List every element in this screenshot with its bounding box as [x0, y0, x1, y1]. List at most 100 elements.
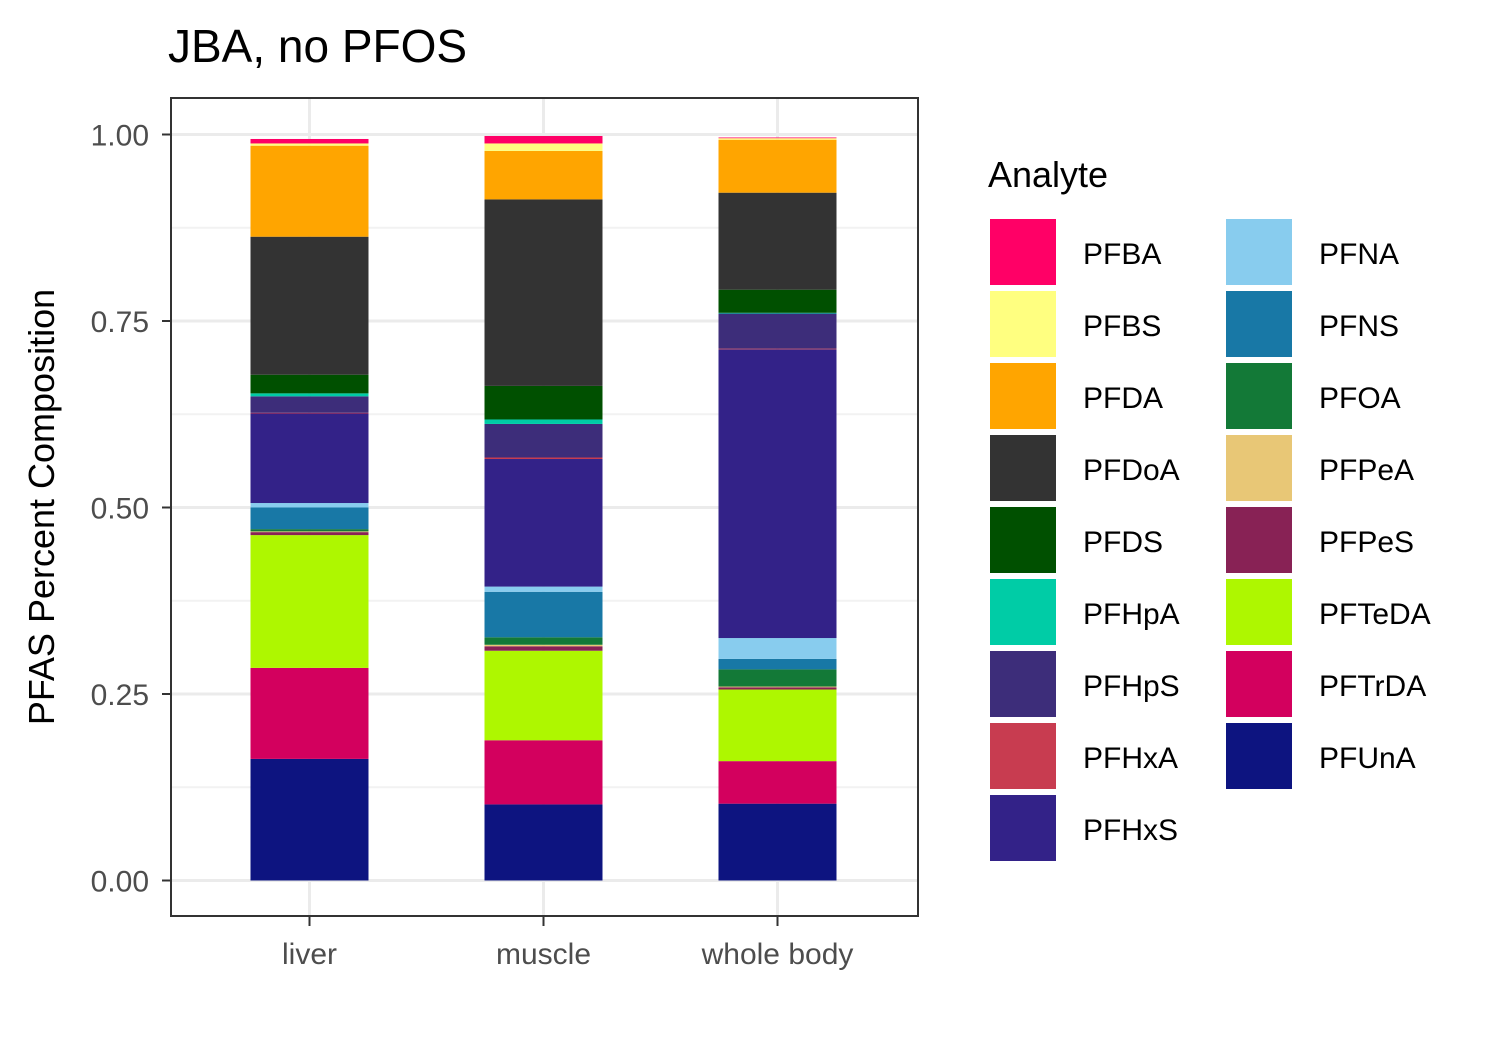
chart-title: JBA, no PFOS — [168, 20, 467, 72]
bar-segment — [250, 758, 369, 881]
y-axis-title: PFAS Percent Composition — [21, 289, 62, 725]
bar-segment — [250, 667, 369, 759]
bar-segment — [250, 413, 369, 504]
bar-segment — [484, 135, 603, 144]
legend-label: PFDoA — [1083, 454, 1180, 487]
legend-key — [1226, 723, 1292, 789]
bar-segment — [718, 638, 837, 659]
bar-segment — [250, 143, 369, 146]
legend-key — [1226, 579, 1292, 645]
bar-segment — [718, 761, 837, 804]
plot-area — [170, 97, 919, 917]
bar-segment — [718, 313, 837, 349]
bar-segment — [484, 637, 603, 645]
bar-segment — [484, 650, 603, 741]
bar-segment — [250, 529, 369, 532]
legend-key — [990, 435, 1056, 501]
legend-label: PFHxS — [1083, 814, 1178, 847]
bar-segment — [484, 423, 603, 458]
legend-key — [990, 363, 1056, 429]
legend-label: PFDS — [1083, 526, 1163, 559]
legend-key — [1226, 219, 1292, 285]
bar-segment — [484, 459, 603, 587]
bar-segment — [718, 669, 837, 687]
legend-label: PFDA — [1083, 382, 1163, 415]
bars — [250, 135, 837, 881]
bar-segment — [484, 646, 603, 651]
legend-label: PFTeDA — [1319, 598, 1431, 631]
y-tick-label: 0.75 — [91, 306, 149, 339]
legend-key — [1226, 435, 1292, 501]
bar-segment — [484, 804, 603, 881]
legend-key — [990, 219, 1056, 285]
bar-segment — [484, 457, 603, 460]
x-tick-label: whole body — [701, 938, 854, 971]
legend-key — [990, 507, 1056, 573]
bar-segment — [718, 139, 837, 193]
x-tick-label: liver — [282, 938, 337, 971]
bar-segment — [718, 289, 837, 313]
bar-segment — [250, 507, 369, 530]
bar-segment — [484, 419, 603, 424]
bar-segment — [718, 312, 837, 314]
legend-label: PFPeS — [1319, 526, 1414, 559]
bar-segment — [250, 531, 369, 533]
bar-segment — [250, 396, 369, 413]
bar-segment — [250, 138, 369, 144]
legend-label: PFBA — [1083, 238, 1161, 271]
legend-key — [1226, 507, 1292, 573]
legend-label: PFHpS — [1083, 670, 1180, 703]
y-tick-label: 0.50 — [91, 493, 149, 526]
bar-segment — [250, 532, 369, 536]
y-tick-label: 0.00 — [91, 866, 149, 899]
bar-segment — [484, 385, 603, 420]
legend-label: PFBS — [1083, 310, 1161, 343]
bar-segment — [484, 644, 603, 647]
bar-segment — [250, 503, 369, 508]
bar-segment — [484, 150, 603, 200]
y-axis: 0.00 0.25 0.50 0.75 1.00 — [91, 120, 171, 899]
legend-label: PFHxA — [1083, 742, 1178, 775]
legend-label: PFNA — [1319, 238, 1399, 271]
bar-segment — [718, 689, 837, 762]
legend-key — [990, 723, 1056, 789]
y-tick-label: 0.25 — [91, 679, 149, 712]
legend-title: Analyte — [988, 154, 1108, 195]
legend-label: PFOA — [1319, 382, 1401, 415]
legend-key — [1226, 291, 1292, 357]
bar-segment — [250, 535, 369, 668]
legend-label: PFPeA — [1319, 454, 1414, 487]
bar-segment — [250, 412, 369, 414]
bar-segment — [484, 199, 603, 386]
legend-label: PFTrDA — [1319, 670, 1426, 703]
bar-segment — [718, 686, 837, 688]
y-tick-label: 1.00 — [91, 120, 149, 153]
bar-segment — [250, 393, 369, 397]
bar-segment — [718, 348, 837, 350]
bar-segment — [718, 138, 837, 140]
bar-segment — [484, 143, 603, 151]
legend-key — [990, 651, 1056, 717]
x-axis: liver muscle whole body — [282, 916, 853, 971]
bar-segment — [718, 349, 837, 639]
bar-segment — [484, 591, 603, 638]
legend-key — [990, 579, 1056, 645]
legend-key — [1226, 363, 1292, 429]
legend: Analyte PFBA PFBS PFDA PFDoA PFDS PFHpA PFHpS P… — [988, 154, 1431, 861]
legend-label: PFHpA — [1083, 598, 1180, 631]
legend-label: PFUnA — [1319, 742, 1416, 775]
bar-segment — [250, 374, 369, 394]
bar-segment — [250, 236, 369, 375]
bar-segment — [484, 586, 603, 592]
legend-key — [990, 291, 1056, 357]
legend-key — [1226, 651, 1292, 717]
bar-segment — [484, 740, 603, 805]
bar-segment — [718, 658, 837, 670]
bar-segment — [718, 687, 837, 690]
bar-segment — [250, 145, 369, 237]
bar-segment — [718, 803, 837, 881]
legend-label: PFNS — [1319, 310, 1399, 343]
bar-segment — [718, 137, 837, 139]
bar-segment — [718, 192, 837, 290]
x-tick-label: muscle — [496, 938, 591, 971]
